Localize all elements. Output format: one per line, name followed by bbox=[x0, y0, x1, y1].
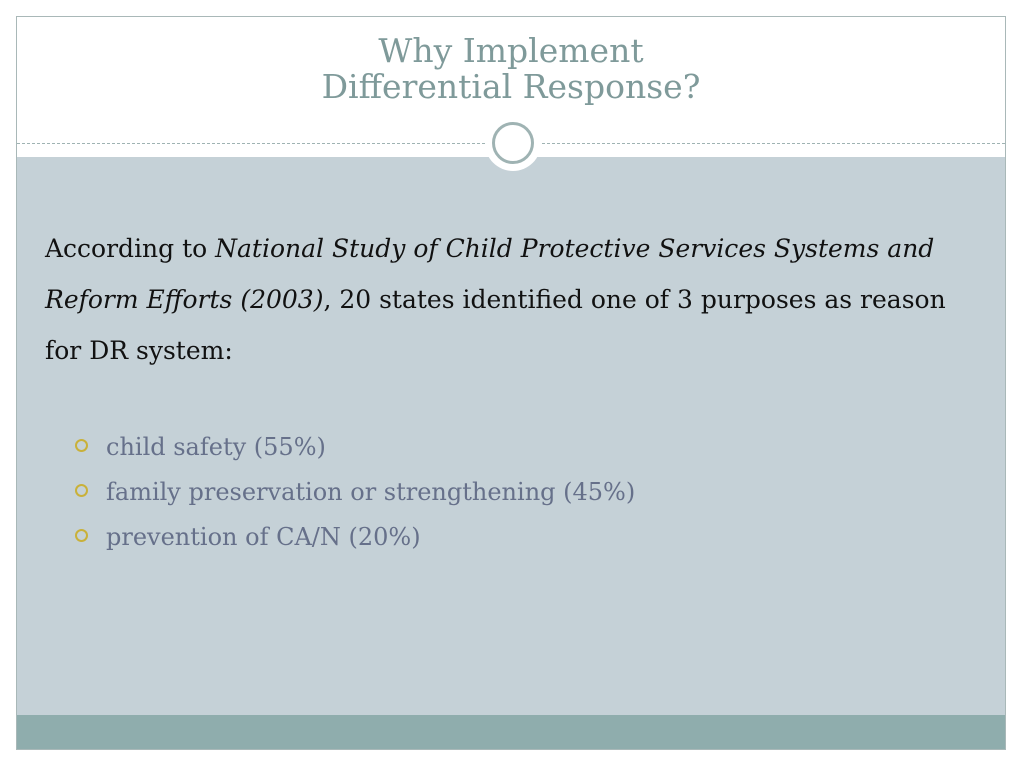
list-item-text: child safety (55%) bbox=[106, 433, 326, 461]
list-item: family preservation or strengthening (45… bbox=[75, 470, 975, 515]
list-item-text: family preservation or strengthening (45… bbox=[106, 478, 636, 506]
list-item: child safety (55%) bbox=[75, 425, 975, 470]
intro-suffix: , 20 states identified one of 3 purposes… bbox=[45, 285, 946, 365]
purpose-list: child safety (55%) family preservation o… bbox=[75, 425, 975, 560]
intro-prefix: According to bbox=[45, 234, 216, 263]
hollow-circle-icon bbox=[75, 439, 88, 452]
ring-ornament-icon bbox=[492, 122, 534, 164]
content-background bbox=[17, 157, 1005, 715]
footer-band bbox=[17, 715, 1005, 749]
slide-title-line-1: Why Implement bbox=[378, 31, 644, 70]
intro-paragraph: According to National Study of Child Pro… bbox=[45, 223, 985, 376]
slide-title: Why Implement Differential Response? bbox=[17, 33, 1005, 105]
slide-title-line-2: Differential Response? bbox=[321, 67, 701, 106]
hollow-circle-icon bbox=[75, 529, 88, 542]
slide: Why Implement Differential Response? Acc… bbox=[16, 16, 1006, 750]
divider-ornament bbox=[485, 115, 541, 171]
list-item-text: prevention of CA/N (20%) bbox=[106, 523, 421, 551]
study-citation: National Study of Child Protective Servi… bbox=[45, 234, 935, 314]
hollow-circle-icon bbox=[75, 484, 88, 497]
list-item: prevention of CA/N (20%) bbox=[75, 515, 975, 560]
